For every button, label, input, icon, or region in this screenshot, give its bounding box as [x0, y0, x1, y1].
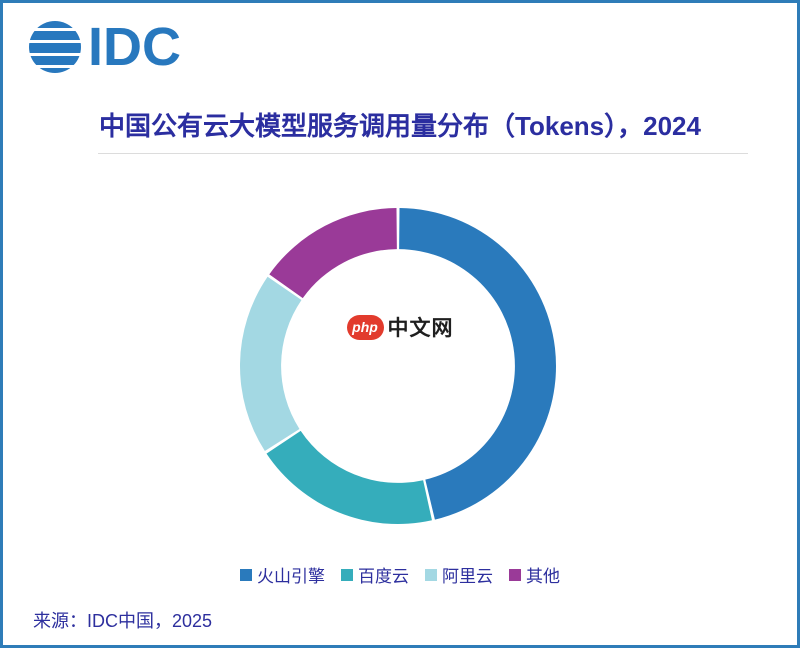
- legend-swatch-baidu-cloud: [341, 568, 353, 581]
- chart-title: 中国公有云大模型服务调用量分布（Tokens），2024: [99, 111, 701, 141]
- legend-item-others: 其他: [509, 562, 560, 587]
- donut-chart: [240, 208, 557, 524]
- legend-label: 百度云: [358, 567, 409, 586]
- idc-logo: IDC: [29, 20, 181, 74]
- idc-logo-text: IDC: [88, 17, 181, 77]
- globe-stripes: [29, 21, 81, 73]
- legend-swatch-others: [509, 568, 521, 581]
- legend-label: 其他: [526, 567, 560, 586]
- legend-swatch-alibaba-cloud: [425, 568, 437, 581]
- donut-segment-volcano-engine: [399, 208, 557, 520]
- chart-legend: 火山引擎 百度云 阿里云 其他: [3, 562, 797, 587]
- donut-segment-others: [269, 208, 397, 299]
- donut-segment-baidu-cloud: [266, 430, 432, 524]
- legend-item-alibaba-cloud: 阿里云: [425, 562, 493, 587]
- legend-label: 火山引擎: [257, 567, 325, 586]
- title-divider: [98, 153, 748, 154]
- donut-segment-alibaba-cloud: [240, 276, 302, 452]
- legend-item-baidu-cloud: 百度云: [341, 562, 409, 587]
- idc-globe-icon: [29, 21, 81, 73]
- legend-item-volcano-engine: 火山引擎: [240, 562, 325, 587]
- legend-swatch-volcano-engine: [240, 568, 252, 581]
- legend-label: 阿里云: [442, 567, 493, 586]
- source-note: 来源：IDC中国，2025: [33, 611, 213, 631]
